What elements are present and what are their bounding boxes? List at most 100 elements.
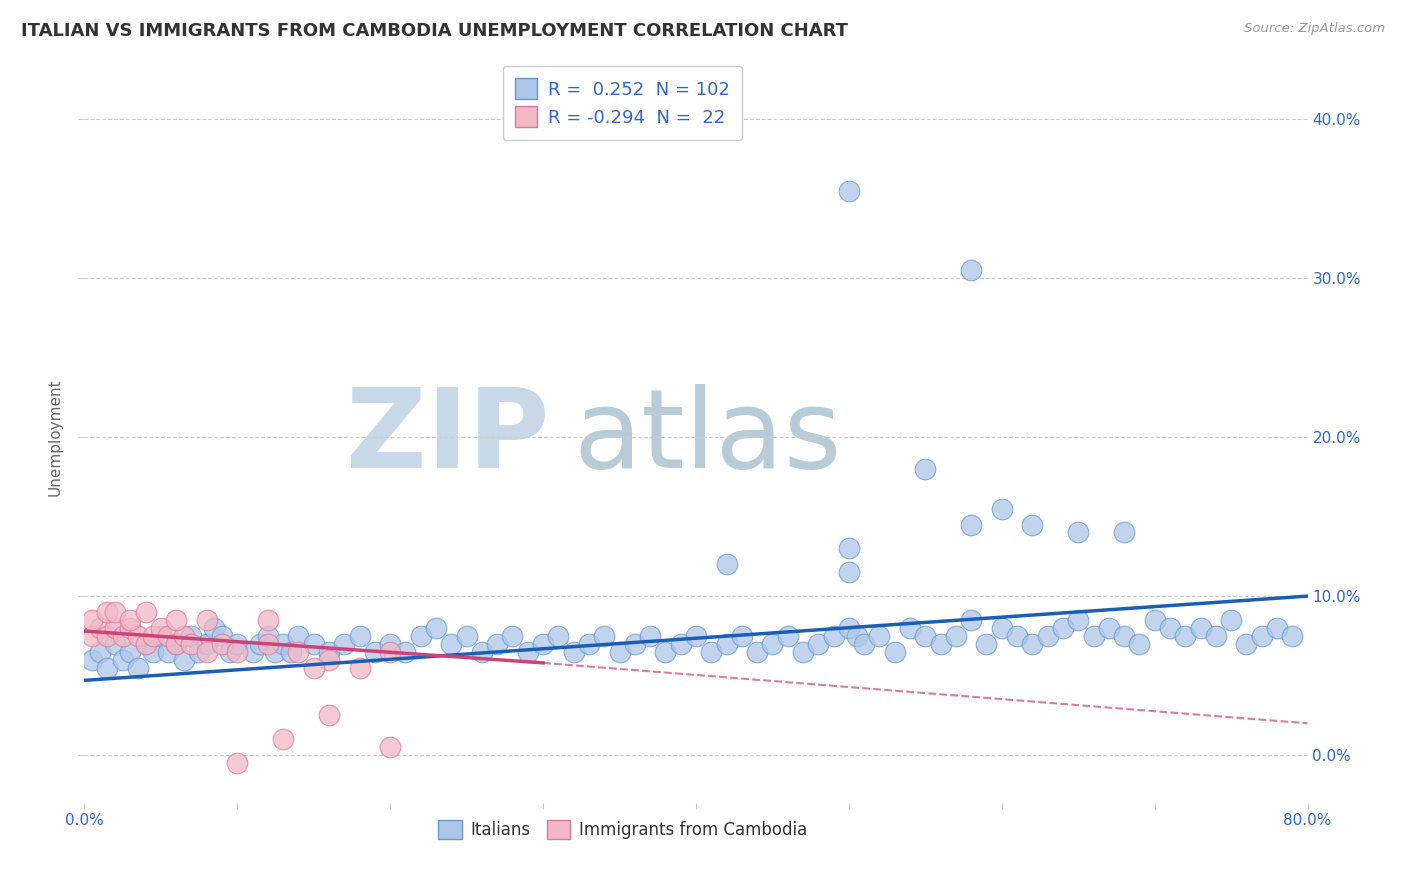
Point (1265, 621, 1288, 635)
Point (1174, 629, 1197, 643)
Point (127, 660, 149, 674)
Point (914, 629, 936, 643)
Point (547, 629, 569, 643)
Point (80, 613, 103, 627)
Point (135, 637, 157, 651)
Point (96, 629, 118, 643)
Point (211, 629, 233, 643)
Point (195, 645, 218, 659)
Point (165, 637, 187, 651)
Point (180, 629, 202, 643)
Point (380, 740, 402, 755)
Point (226, 637, 249, 651)
Point (157, 629, 180, 643)
Point (1005, 629, 1028, 643)
Point (287, 629, 309, 643)
Point (1143, 613, 1166, 627)
Point (173, 653, 195, 667)
Point (1236, 637, 1258, 651)
Point (264, 645, 287, 659)
Point (761, 637, 783, 651)
Point (593, 629, 616, 643)
Point (1067, 525, 1090, 540)
Y-axis label: Unemployment: Unemployment (48, 378, 63, 496)
Point (380, 645, 402, 659)
Point (716, 637, 738, 651)
Point (1114, 525, 1136, 540)
Point (80, 629, 103, 643)
Point (1250, 629, 1272, 643)
Point (578, 637, 600, 651)
Point (226, 645, 249, 659)
Point (257, 613, 280, 627)
Point (638, 629, 661, 643)
Point (188, 645, 211, 659)
Point (349, 629, 371, 643)
Point (165, 637, 187, 651)
Point (838, 566, 860, 580)
Point (1220, 613, 1243, 627)
Point (142, 629, 165, 643)
Point (1098, 621, 1121, 635)
Point (960, 263, 983, 277)
Point (333, 637, 356, 651)
Point (776, 629, 799, 643)
Text: ZIP: ZIP (346, 384, 550, 491)
Point (486, 637, 509, 651)
Point (1281, 629, 1303, 643)
Point (120, 645, 142, 659)
Point (1114, 629, 1136, 643)
Point (1052, 621, 1074, 635)
Point (287, 645, 309, 659)
Point (991, 501, 1014, 516)
Point (257, 637, 280, 651)
Point (531, 637, 554, 651)
Point (409, 629, 432, 643)
Point (838, 541, 860, 556)
Point (394, 645, 416, 659)
Point (929, 637, 952, 651)
Point (1021, 637, 1043, 651)
Point (211, 637, 233, 651)
Point (516, 645, 538, 659)
Point (149, 629, 172, 643)
Point (502, 629, 524, 643)
Point (471, 645, 494, 659)
Point (280, 645, 302, 659)
Point (135, 605, 157, 619)
Point (976, 637, 998, 651)
Point (731, 629, 754, 643)
Point (218, 645, 240, 659)
Point (1128, 637, 1150, 651)
Point (1189, 621, 1212, 635)
Point (364, 645, 387, 659)
Point (96, 660, 118, 674)
Point (456, 629, 478, 643)
Point (318, 653, 340, 667)
Point (562, 645, 585, 659)
Point (1021, 517, 1043, 532)
Point (271, 637, 294, 651)
Point (173, 629, 195, 643)
Point (111, 629, 134, 643)
Point (609, 645, 631, 659)
Point (195, 613, 218, 627)
Point (991, 621, 1014, 635)
Point (257, 629, 280, 643)
Point (180, 637, 202, 651)
Point (945, 629, 967, 643)
Point (318, 708, 340, 723)
Point (226, 756, 249, 770)
Point (960, 517, 983, 532)
Point (135, 637, 157, 651)
Point (1083, 629, 1105, 643)
Point (120, 613, 142, 627)
Text: Source: ZipAtlas.com: Source: ZipAtlas.com (1244, 22, 1385, 36)
Point (80, 653, 103, 667)
Point (869, 629, 891, 643)
Point (1205, 629, 1227, 643)
Point (242, 645, 264, 659)
Point (380, 637, 402, 651)
Legend: Italians, Immigrants from Cambodia: Italians, Immigrants from Cambodia (432, 814, 814, 846)
Point (89, 621, 111, 635)
